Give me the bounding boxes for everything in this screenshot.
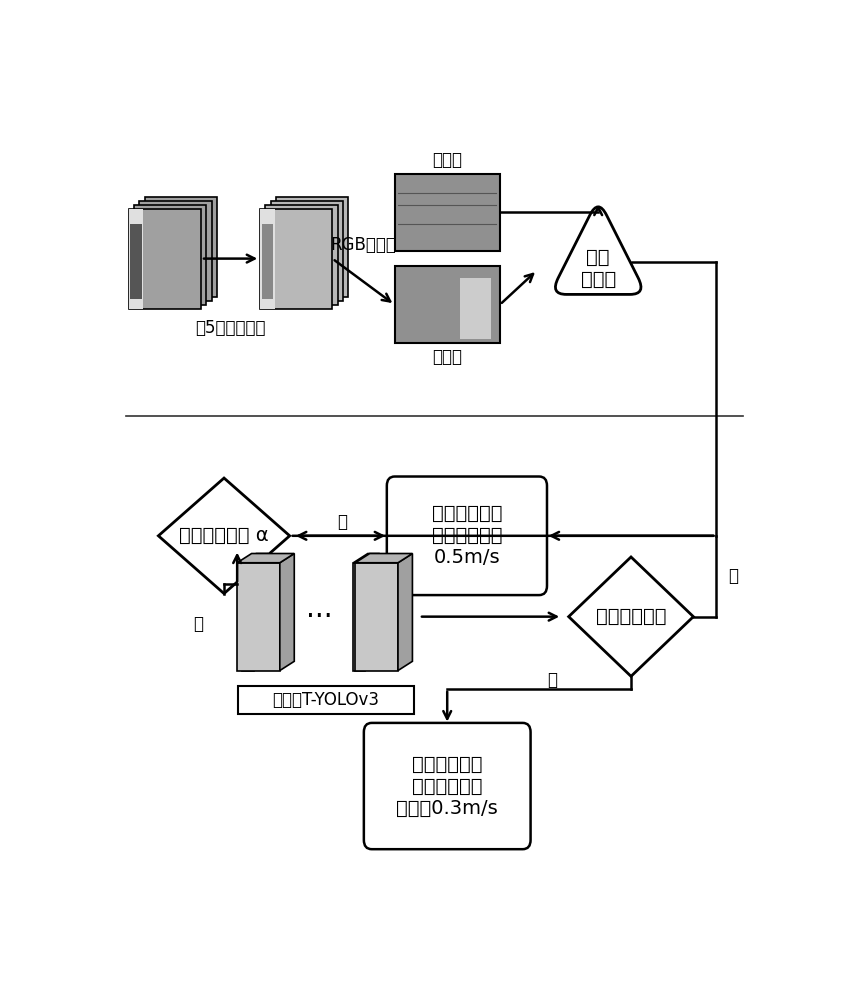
FancyBboxPatch shape [271,201,343,301]
FancyBboxPatch shape [387,477,547,595]
Polygon shape [241,554,268,563]
Text: 是: 是 [337,513,347,531]
Text: 背景帧: 背景帧 [432,151,462,169]
FancyBboxPatch shape [460,278,491,339]
Text: 是否大于阈値 α: 是否大于阈値 α [180,526,268,545]
Polygon shape [356,563,398,671]
Text: 是否检测到人: 是否检测到人 [595,607,667,626]
Text: 是: 是 [728,567,738,585]
FancyBboxPatch shape [260,209,332,309]
FancyBboxPatch shape [276,197,348,297]
Polygon shape [158,478,290,594]
Text: 视频帧: 视频帧 [432,348,462,366]
Polygon shape [237,554,294,563]
Polygon shape [237,563,280,671]
FancyBboxPatch shape [130,224,141,299]
FancyBboxPatch shape [260,209,274,309]
PathPatch shape [556,207,641,294]
FancyBboxPatch shape [395,266,500,343]
Text: 否: 否 [193,615,202,633]
Polygon shape [280,554,294,671]
Polygon shape [365,554,379,671]
Polygon shape [241,563,253,671]
FancyBboxPatch shape [145,197,217,297]
FancyBboxPatch shape [140,201,212,301]
Text: 通风柜樻窗下
降并关闭，风
速设为0.3m/s: 通风柜樻窗下 降并关闭，风 速设为0.3m/s [396,755,498,818]
Polygon shape [398,554,412,671]
Text: RGB转灰度: RGB转灰度 [330,236,396,254]
FancyBboxPatch shape [395,174,500,251]
Text: 帧差
检测器: 帧差 检测器 [580,248,616,289]
Text: ···: ··· [306,603,333,631]
FancyBboxPatch shape [262,224,273,299]
Text: 通风柜樻窗上
升，风速设为
0.5m/s: 通风柜樻窗上 升，风速设为 0.5m/s [432,504,502,567]
Polygon shape [356,554,412,563]
Text: 每5帧提取一帧: 每5帧提取一帧 [196,319,266,337]
Polygon shape [353,554,379,563]
FancyBboxPatch shape [238,686,413,714]
Polygon shape [568,557,694,676]
Text: 否: 否 [547,671,557,689]
FancyBboxPatch shape [364,723,530,849]
Polygon shape [353,563,365,671]
FancyBboxPatch shape [134,205,207,305]
Polygon shape [253,554,268,671]
FancyBboxPatch shape [129,209,143,309]
FancyBboxPatch shape [129,209,201,309]
Text: 轻量级T-YOLOv3: 轻量级T-YOLOv3 [272,691,379,709]
FancyBboxPatch shape [265,205,338,305]
